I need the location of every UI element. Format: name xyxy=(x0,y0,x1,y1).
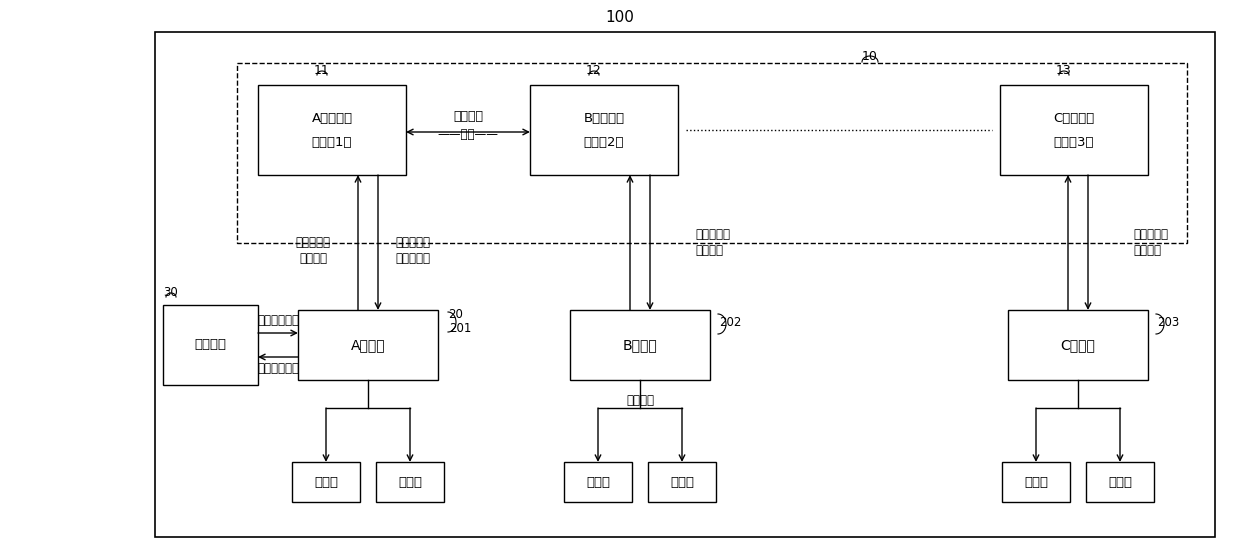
Text: 203: 203 xyxy=(1157,316,1179,328)
Bar xyxy=(162,305,258,385)
Bar xyxy=(649,462,715,502)
Bar xyxy=(1008,310,1148,380)
Text: 100: 100 xyxy=(605,11,635,25)
Text: 20: 20 xyxy=(449,309,464,321)
Text: B服务器: B服务器 xyxy=(622,338,657,352)
Bar xyxy=(298,310,438,380)
Text: （品牌1）: （品牌1） xyxy=(311,135,352,149)
Text: 数据同步: 数据同步 xyxy=(694,244,723,257)
Text: 推荐停车方案: 推荐停车方案 xyxy=(257,363,299,375)
Text: （品牌3）: （品牌3） xyxy=(1054,135,1094,149)
Bar xyxy=(291,462,360,502)
Text: A服务器: A服务器 xyxy=(351,338,386,352)
Bar xyxy=(258,85,405,175)
Bar xyxy=(570,310,711,380)
Text: 停车场: 停车场 xyxy=(587,476,610,488)
Text: B车场节点: B车场节点 xyxy=(584,112,625,124)
Text: 本节点停车: 本节点停车 xyxy=(295,236,331,249)
Text: 其他节点停: 其他节点停 xyxy=(396,236,430,249)
Text: 停车场: 停车场 xyxy=(398,476,422,488)
Text: 智能合约: 智能合约 xyxy=(453,109,484,123)
Text: 停车服务需求: 停车服务需求 xyxy=(257,315,299,327)
Bar xyxy=(376,462,444,502)
Bar xyxy=(155,32,1215,537)
Bar xyxy=(237,63,1187,243)
Text: 业务通知: 业务通知 xyxy=(626,394,653,406)
Text: 停车场: 停车场 xyxy=(1024,476,1048,488)
Text: 13: 13 xyxy=(1056,65,1071,77)
Text: 接口反馈、: 接口反馈、 xyxy=(694,228,730,241)
Text: 201: 201 xyxy=(449,321,471,335)
Text: 12: 12 xyxy=(587,65,601,77)
Text: 11: 11 xyxy=(314,65,330,77)
Text: 停车场: 停车场 xyxy=(1109,476,1132,488)
Text: 车服务数据: 车服务数据 xyxy=(396,252,430,265)
Text: 202: 202 xyxy=(719,316,742,328)
Text: 服务数据: 服务数据 xyxy=(299,252,327,265)
Text: A车场节点: A车场节点 xyxy=(311,112,352,124)
Text: 停车场: 停车场 xyxy=(670,476,694,488)
Text: 10: 10 xyxy=(862,50,878,62)
Text: 数据同步: 数据同步 xyxy=(1133,244,1161,257)
Bar xyxy=(1086,462,1154,502)
Text: 停车场: 停车场 xyxy=(314,476,339,488)
Text: 接口反馈、: 接口反馈、 xyxy=(1133,228,1168,241)
Text: C服务器: C服务器 xyxy=(1060,338,1095,352)
Bar xyxy=(529,85,678,175)
Text: 30: 30 xyxy=(164,286,179,300)
Text: ——调用——: ——调用—— xyxy=(438,128,498,142)
Text: 用户终端: 用户终端 xyxy=(195,338,227,352)
Text: （品牌2）: （品牌2） xyxy=(584,135,624,149)
Bar xyxy=(1002,462,1070,502)
Text: C车场节点: C车场节点 xyxy=(1053,112,1095,124)
Bar xyxy=(564,462,632,502)
Bar xyxy=(999,85,1148,175)
